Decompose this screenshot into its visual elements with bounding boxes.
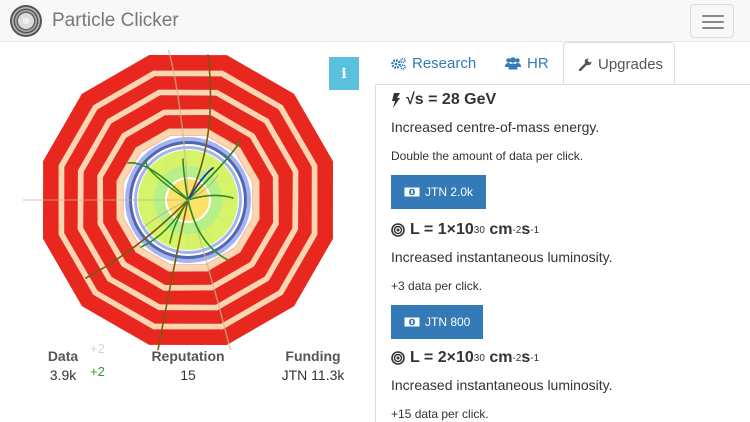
money-icon bbox=[404, 317, 420, 327]
bullseye-icon bbox=[391, 351, 405, 365]
upgrade-title: L = 2×10 30 cm -2 s -1 bbox=[391, 349, 741, 367]
upgrade-title: L = 1×10 30 cm -2 s -1 bbox=[391, 221, 741, 239]
hamburger-icon bbox=[702, 15, 724, 17]
stats-bar: Data 3.9k +2 +2 Reputation 15 Funding JT… bbox=[0, 341, 375, 388]
upgrade-effect: +15 data per click. bbox=[391, 407, 489, 421]
info-button[interactable]: i bbox=[329, 57, 359, 90]
bolt-icon bbox=[392, 92, 400, 108]
upgrade-effect: Double the amount of data per click. bbox=[391, 149, 584, 163]
upgrade-item: L = 2×10 30 cm -2 s -1 Increased instantaneo… bbox=[391, 349, 741, 421]
navbar: Particle Clicker bbox=[0, 0, 750, 42]
brand[interactable]: Particle Clicker bbox=[9, 4, 179, 38]
tab-upgrades[interactable]: Upgrades bbox=[563, 42, 675, 85]
tab-upgrades-label: Upgrades bbox=[598, 55, 664, 73]
upgrade-description: Increased centre-of-mass energy. bbox=[391, 119, 600, 135]
upgrade-description: Increased instantaneous luminosity. bbox=[391, 249, 613, 265]
detector-clicker[interactable] bbox=[18, 50, 358, 350]
detector-area: i bbox=[0, 42, 375, 422]
wrench-icon bbox=[579, 57, 592, 71]
stat-reputation: Reputation 15 bbox=[138, 348, 238, 383]
detector-logo-icon bbox=[10, 5, 42, 37]
gears-icon bbox=[391, 57, 406, 70]
tab-hr-label: HR bbox=[527, 54, 549, 72]
upgrade-title: √s = 28 GeV bbox=[391, 91, 741, 109]
buy-upgrade-button[interactable]: JTN 800 bbox=[391, 305, 484, 339]
app-title: Particle Clicker bbox=[52, 10, 179, 31]
upgrade-item: √s = 28 GeV Increased centre-of-mass ene… bbox=[391, 91, 741, 209]
upgrade-description: Increased instantaneous luminosity. bbox=[391, 377, 613, 393]
tab-research-label: Research bbox=[412, 54, 477, 72]
menu-toggle-button[interactable] bbox=[690, 4, 734, 38]
stat-funding: Funding JTN 11.3k bbox=[268, 348, 358, 383]
buy-upgrade-button[interactable]: JTN 2.0k bbox=[391, 175, 487, 209]
tab-hr[interactable]: HR bbox=[505, 42, 549, 84]
bullseye-icon bbox=[391, 223, 405, 237]
tab-bar: Research HR Upgrades bbox=[375, 42, 750, 85]
upgrade-item: L = 1×10 30 cm -2 s -1 Increased instantaneo… bbox=[391, 221, 741, 339]
data-increment-faded: +2 bbox=[90, 341, 105, 356]
tab-research[interactable]: Research bbox=[391, 42, 476, 84]
hamburger-icon bbox=[702, 21, 724, 23]
stat-reputation-value: 15 bbox=[180, 367, 196, 383]
stat-funding-label: Funding bbox=[285, 348, 341, 364]
upgrades-panel[interactable]: √s = 28 GeV Increased centre-of-mass ene… bbox=[375, 84, 750, 422]
stat-reputation-label: Reputation bbox=[151, 348, 225, 364]
users-icon bbox=[505, 56, 521, 69]
stat-data-label: Data bbox=[47, 348, 79, 364]
data-increment: +2 bbox=[90, 364, 105, 379]
hamburger-icon bbox=[702, 27, 724, 29]
upgrade-effect: +3 data per click. bbox=[391, 279, 483, 293]
stat-data-value: 3.9k bbox=[49, 367, 77, 383]
stat-funding-value: JTN 11.3k bbox=[281, 367, 345, 383]
money-icon bbox=[404, 187, 420, 197]
stat-data: Data 3.9k bbox=[40, 348, 86, 383]
